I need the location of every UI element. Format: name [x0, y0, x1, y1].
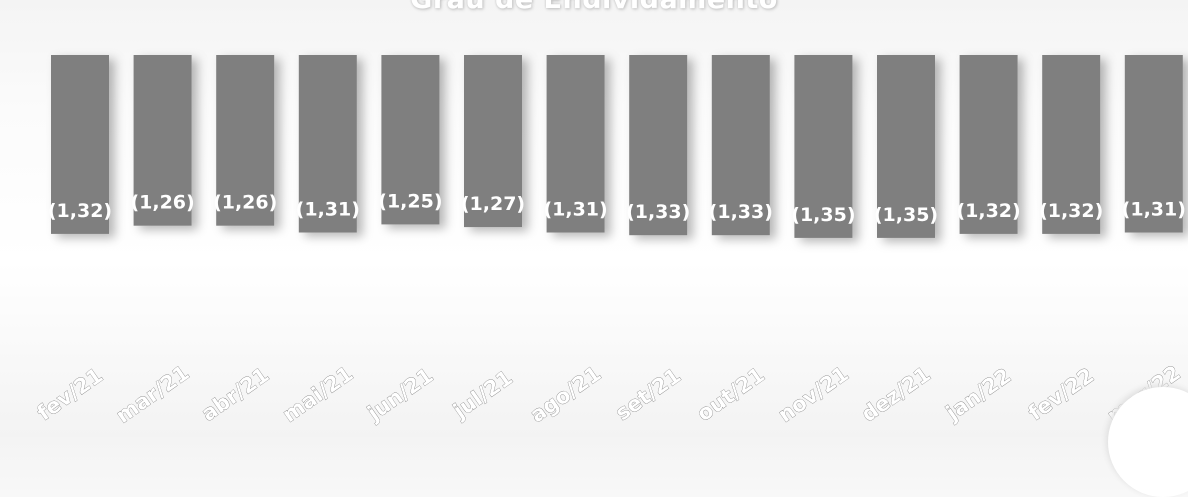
data-label: (1,31): [1122, 199, 1186, 221]
x-tick-label: jul/21: [448, 365, 517, 423]
bar-set/21: [629, 55, 688, 236]
x-tick-label: mai/21: [278, 361, 357, 427]
bar-fev/21: [51, 55, 109, 234]
bar-fev/22: [1042, 55, 1101, 234]
bar-jan/22: [959, 55, 1018, 234]
data-label: (1,32): [48, 200, 112, 222]
data-label: (1,32): [1039, 200, 1103, 222]
x-tick-label: fev/21: [33, 363, 107, 425]
data-label: (1,26): [130, 192, 194, 214]
x-tick-label: jun/21: [362, 363, 437, 426]
bar-abr/21: [216, 55, 275, 226]
x-tick-label: nov/21: [774, 362, 853, 428]
x-tick-label: ago/21: [526, 361, 606, 427]
data-label: (1,26): [213, 192, 277, 214]
bar-ago/21: [546, 55, 605, 233]
x-tick-label: out/21: [693, 363, 769, 426]
bar-chart: (1,32) (1,26) (1,26) (1,31) (1,25) (1,27) (1,3…: [33, 55, 1186, 428]
bar-jun/21: [381, 55, 440, 225]
bar-dez/21: [877, 55, 935, 238]
bar-mar/22: [1124, 55, 1183, 233]
x-tick-label: mar/21: [112, 361, 194, 428]
data-label: (1,25): [378, 190, 442, 212]
data-label: (1,35): [791, 204, 855, 226]
data-label: (1,33): [709, 201, 773, 223]
x-tick-label: set/21: [611, 363, 685, 425]
x-tick-label: dez/21: [857, 362, 935, 427]
data-label: (1,35): [874, 204, 938, 226]
data-label: (1,27): [461, 193, 525, 215]
bar-nov/21: [794, 55, 853, 238]
data-label: (1,33): [626, 201, 690, 223]
bar-mar/21: [133, 55, 192, 226]
chart-title: Grau de Endividamento: [0, 0, 1188, 15]
x-tick-label: jan/22: [941, 363, 1016, 425]
data-label: (1,31): [543, 199, 607, 221]
x-tick-label: abr/21: [197, 363, 273, 427]
x-tick-label: fev/22: [1024, 363, 1098, 425]
data-label: (1,32): [956, 200, 1020, 222]
bar-mai/21: [298, 55, 357, 233]
bar-out/21: [711, 55, 770, 236]
data-label: (1,31): [296, 199, 360, 221]
bar-jul/21: [464, 55, 522, 228]
